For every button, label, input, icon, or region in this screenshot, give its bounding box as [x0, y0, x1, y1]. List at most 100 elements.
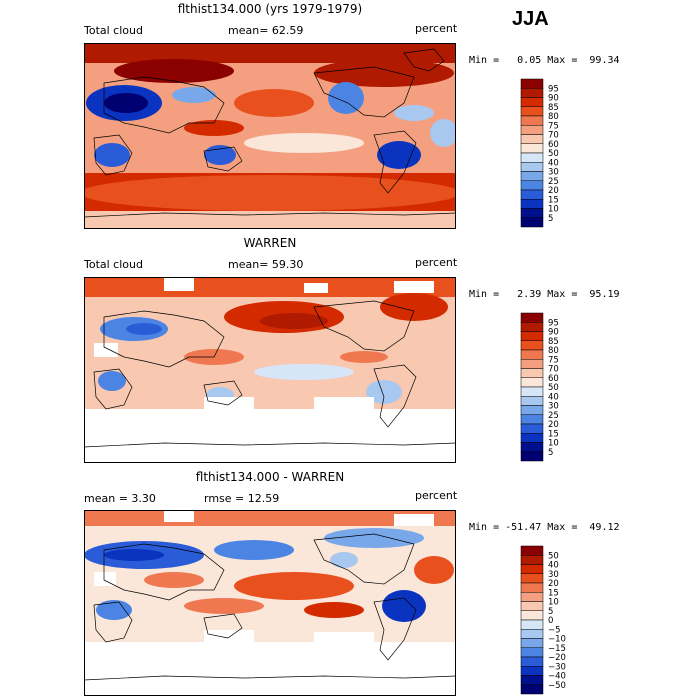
- colorbar-swatch: [520, 97, 544, 107]
- colorbar-tick-label: 20: [548, 579, 559, 589]
- panel-3-right-label: percent: [415, 489, 458, 502]
- colorbar-tick-label: 15: [548, 429, 559, 439]
- panel-1-title: flthist134.000 (yrs 1979-1979): [177, 2, 363, 16]
- colorbar-swatch: [520, 152, 544, 163]
- panel-2-right-label: percent: [415, 256, 458, 269]
- colorbar-tick-label: 50: [548, 149, 559, 159]
- colorbar-swatch: [520, 555, 544, 565]
- colorbar-swatch: [520, 656, 544, 667]
- colorbar-tick-label: 60: [548, 140, 559, 150]
- colorbar-swatch: [520, 312, 544, 323]
- panel-3-center-label: rmse = 12.59: [204, 492, 280, 505]
- colorbar-tick-label: 20: [548, 186, 559, 196]
- colorbar-tick-label: 15: [548, 195, 559, 205]
- colorbar-tick-label: 75: [548, 121, 559, 131]
- colorbar-swatch: [520, 451, 544, 462]
- colorbar-tick-label: 30: [548, 168, 559, 178]
- colorbar-tick-label: 95: [548, 84, 559, 94]
- colorbar-swatch: [520, 199, 544, 209]
- panel-3-colorbar-swatches: [520, 545, 544, 695]
- colorbar-swatch: [520, 405, 544, 415]
- colorbar-swatch: [520, 134, 544, 144]
- panel-1-center-label: mean= 62.59: [228, 24, 304, 37]
- panel-2-map: [84, 277, 456, 463]
- colorbar-tick-label: 90: [548, 94, 559, 104]
- colorbar-swatch: [520, 386, 544, 397]
- colorbar-tick-label: 85: [548, 337, 559, 347]
- colorbar-tick-label: 5: [548, 214, 553, 224]
- panel-1-map: [84, 43, 456, 229]
- colorbar-swatch: [520, 189, 544, 200]
- colorbar-swatch: [520, 115, 544, 126]
- colorbar-tick-label: −15: [548, 644, 566, 654]
- colorbar-swatch: [520, 396, 544, 406]
- colorbar-swatch: [520, 143, 544, 154]
- colorbar-swatch: [520, 638, 544, 648]
- colorbar-tick-label: −5: [548, 625, 561, 635]
- colorbar-swatch: [520, 629, 544, 639]
- colorbar-tick-label: 90: [548, 328, 559, 338]
- colorbar-swatch: [520, 180, 544, 191]
- colorbar-tick-label: 70: [548, 365, 559, 375]
- colorbar-tick-label: 0: [548, 616, 553, 626]
- colorbar-swatch: [520, 208, 544, 218]
- colorbar-tick-label: 70: [548, 131, 559, 141]
- panel-3-title: flthist134.000 - WARREN: [195, 470, 345, 484]
- colorbar-tick-label: 60: [548, 374, 559, 384]
- colorbar-swatch: [520, 88, 544, 98]
- colorbar-tick-label: 5: [548, 607, 553, 617]
- colorbar-tick-label: 25: [548, 177, 559, 187]
- panel-3-range: Min = -51.47 Max = 49.12: [469, 522, 620, 533]
- colorbar-tick-label: 20: [548, 420, 559, 430]
- colorbar-swatch: [520, 359, 544, 369]
- colorbar-swatch: [520, 340, 544, 351]
- colorbar-tick-label: 10: [548, 439, 559, 449]
- colorbar-swatch: [520, 601, 544, 611]
- colorbar-tick-label: 95: [548, 318, 559, 328]
- colorbar-swatch: [520, 423, 544, 434]
- panel-1-range: Min = 0.05 Max = 99.34: [469, 55, 620, 66]
- colorbar-swatch: [520, 106, 544, 117]
- colorbar-tick-label: 80: [548, 346, 559, 356]
- colorbar-swatch: [520, 433, 544, 443]
- colorbar-swatch: [520, 582, 544, 593]
- panel-1-left-label: Total cloud: [84, 24, 143, 37]
- colorbar-swatch: [520, 666, 544, 676]
- colorbar-swatch: [520, 331, 544, 341]
- colorbar-swatch: [520, 545, 544, 556]
- colorbar-tick-label: 10: [548, 598, 559, 608]
- panel-2-title: WARREN: [243, 236, 297, 250]
- panel-1-colorbar-swatches: [520, 78, 544, 228]
- colorbar-swatch: [520, 125, 544, 135]
- colorbar-tick-label: 40: [548, 392, 559, 402]
- panel-1-right-label: percent: [415, 22, 458, 35]
- panel-2-center-label: mean= 59.30: [228, 258, 304, 271]
- colorbar-swatch: [520, 684, 544, 695]
- colorbar-swatch: [520, 592, 544, 602]
- colorbar-swatch: [520, 610, 544, 621]
- panel-2-left-label: Total cloud: [84, 258, 143, 271]
- colorbar-tick-label: −20: [548, 653, 566, 663]
- colorbar-tick-label: 50: [548, 383, 559, 393]
- colorbar-tick-label: 80: [548, 112, 559, 122]
- panel-2-range: Min = 2.39 Max = 95.19: [469, 289, 620, 300]
- colorbar-tick-label: 15: [548, 588, 559, 598]
- colorbar-tick-label: 30: [548, 402, 559, 412]
- panel-3-left-label: mean = 3.30: [84, 492, 156, 505]
- colorbar-swatch: [520, 217, 544, 228]
- colorbar-swatch: [520, 442, 544, 452]
- colorbar-swatch: [520, 377, 544, 388]
- colorbar-tick-label: 40: [548, 158, 559, 168]
- colorbar-swatch: [520, 78, 544, 89]
- colorbar-tick-label: 75: [548, 355, 559, 365]
- colorbar-tick-label: 50: [548, 551, 559, 561]
- colorbar-tick-label: 10: [548, 205, 559, 215]
- colorbar-swatch: [520, 322, 544, 332]
- colorbar-swatch: [520, 647, 544, 658]
- colorbar-tick-label: −10: [548, 635, 566, 645]
